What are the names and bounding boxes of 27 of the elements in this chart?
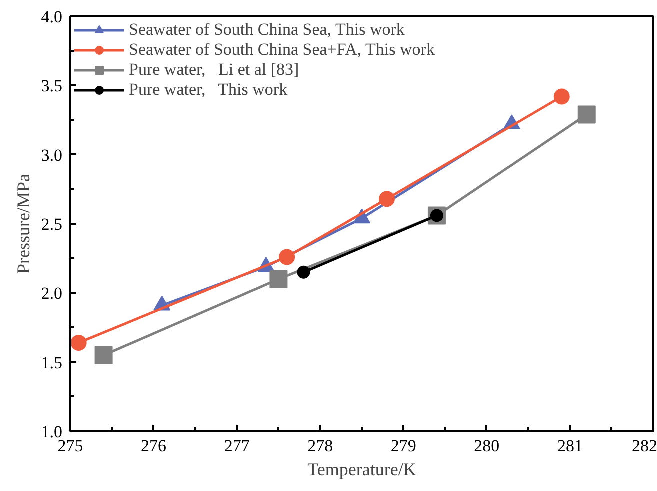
point: [378, 191, 395, 208]
legend-label: Pure water, Li et al [83]: [129, 60, 300, 80]
x-tick-label: 279: [390, 436, 416, 456]
y-tick-label: 3.0: [41, 146, 62, 165]
x-tick-label: 281: [557, 436, 583, 456]
x-tick-label: 282: [632, 436, 657, 456]
x-tick-label: 280: [474, 436, 500, 456]
y-tick-label: 4.0: [41, 8, 62, 26]
y-axis-title: Pressure/MPa: [13, 174, 34, 274]
legend-label: Seawater of South China Sea, This work: [129, 20, 405, 40]
y-tick-label: 1.5: [41, 353, 62, 372]
x-tick-label: 278: [308, 436, 334, 456]
point: [70, 334, 87, 351]
point: [270, 270, 288, 288]
legend-label: Pure water, This work: [129, 80, 288, 100]
point: [94, 346, 113, 364]
x-tick-label: 276: [141, 436, 167, 456]
y-tick-label: 2.5: [41, 215, 62, 234]
point: [578, 106, 596, 124]
legend-label: Seawater of South China Sea+FA, This work: [129, 40, 435, 60]
y-tick-label: 3.5: [41, 76, 62, 96]
x-tick-label: 277: [224, 436, 250, 456]
point: [554, 88, 570, 105]
point: [297, 266, 310, 279]
y-tick-label: 2.0: [41, 284, 62, 304]
point: [279, 249, 296, 266]
x-axis-title: Temperature/K: [308, 460, 416, 480]
